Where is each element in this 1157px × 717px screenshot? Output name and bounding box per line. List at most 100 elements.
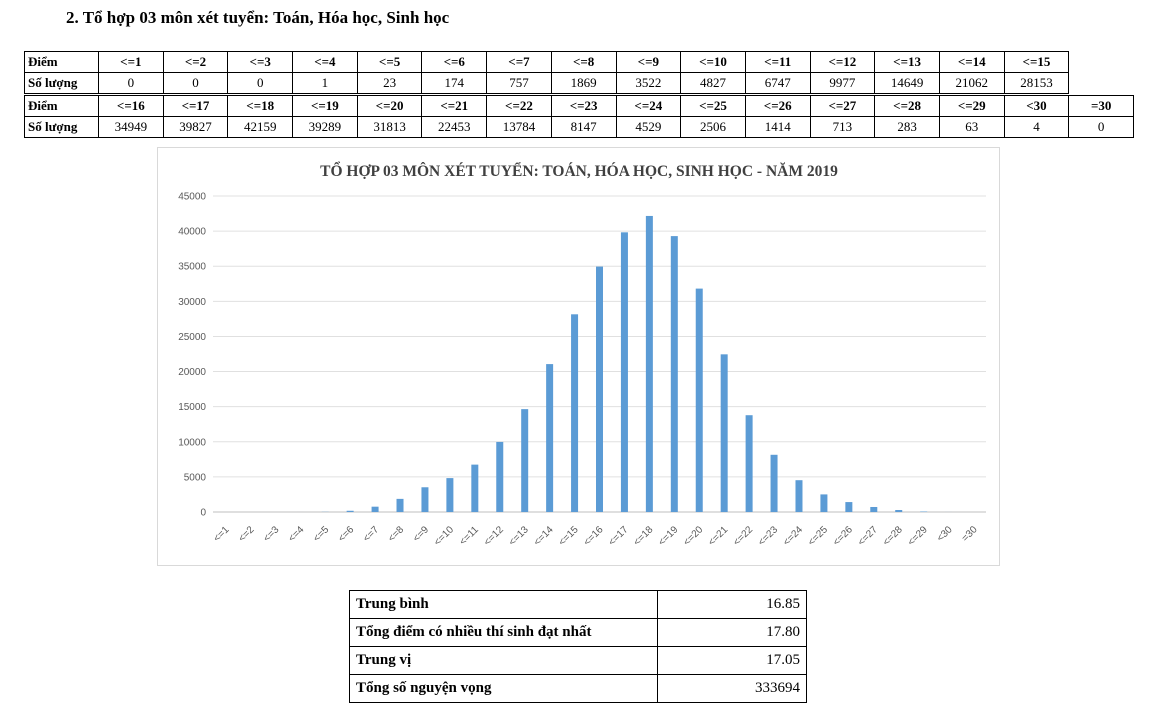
x-tick-label: <=29 <box>906 524 930 548</box>
count-cell: 0 <box>162 72 229 94</box>
y-tick-label: 45000 <box>178 192 206 203</box>
score-cell: <=24 <box>615 95 682 117</box>
stats-label: Tổng số nguyện vọng <box>349 674 658 703</box>
row-label-count: Số lượng <box>24 116 99 138</box>
stats-label: Tổng điểm có nhiều thí sinh đạt nhất <box>349 618 658 647</box>
y-tick-label: 0 <box>200 508 206 519</box>
count-cell: 22453 <box>421 116 488 138</box>
x-tick-label: <=15 <box>557 524 581 548</box>
score-row: Điểm <=1 <=2 <=3 <=4 <=5 <=6 <=7 <=8 <=9 <=10 <=11… <box>24 51 1070 73</box>
bar <box>670 236 678 512</box>
score-cell: <=15 <box>1003 51 1070 73</box>
stats-value: 333694 <box>657 674 807 703</box>
score-cell: <=22 <box>486 95 552 117</box>
x-tick-label: <=18 <box>632 524 656 548</box>
score-cell: =30 <box>1068 95 1134 117</box>
score-cell: <=2 <box>162 51 229 73</box>
bar <box>521 409 529 512</box>
count-cell: 4529 <box>615 116 682 138</box>
x-tick-label: <=19 <box>657 524 681 548</box>
score-cell: <=23 <box>550 95 617 117</box>
score-cell: <=13 <box>874 51 940 73</box>
stats-row: Tổng điểm có nhiều thí sinh đạt nhất 17.8… <box>349 618 807 647</box>
score-cell: <=18 <box>227 95 294 117</box>
bar <box>546 364 554 512</box>
statistics-table: Trung bình 16.85 Tổng điểm có nhiều thí si… <box>349 590 807 703</box>
x-tick-label: <=13 <box>507 524 531 548</box>
bar <box>695 288 703 512</box>
score-cell: <=8 <box>550 51 617 73</box>
score-cell: <=26 <box>744 95 811 117</box>
count-cell: 63 <box>938 116 1005 138</box>
stats-row: Trung bình 16.85 <box>349 590 807 619</box>
count-cell: 3522 <box>615 72 682 94</box>
score-cell: <=9 <box>615 51 682 73</box>
x-tick-label: <=14 <box>532 524 556 548</box>
count-cell: 42159 <box>227 116 294 138</box>
bar <box>596 266 603 512</box>
score-cell: <=10 <box>680 51 746 73</box>
x-tick-label: <=21 <box>706 524 730 548</box>
score-cell: <=7 <box>486 51 552 73</box>
stats-value: 16.85 <box>657 590 807 619</box>
count-cell: 2506 <box>680 116 746 138</box>
count-cell: 23 <box>356 72 423 94</box>
stats-row: Tổng số nguyện vọng 333694 <box>349 674 807 703</box>
count-cell: 39289 <box>292 116 358 138</box>
y-tick-label: 25000 <box>178 332 206 343</box>
score-cell: <=17 <box>162 95 229 117</box>
stats-label: Trung vị <box>349 646 658 675</box>
bar <box>795 480 803 512</box>
x-tick-label: <=10 <box>432 524 456 548</box>
count-cell: 39827 <box>162 116 229 138</box>
count-cell: 174 <box>421 72 488 94</box>
count-row: Số lượng 34949 39827 42159 39289 31813 22453 1… <box>24 116 1134 138</box>
stats-label: Trung bình <box>349 590 658 619</box>
y-tick-label: 20000 <box>178 367 206 378</box>
x-tick-label: <=6 <box>336 524 356 544</box>
count-cell: 757 <box>486 72 552 94</box>
x-tick-label: <=11 <box>458 524 482 548</box>
y-tick-label: 15000 <box>178 402 206 413</box>
count-cell: 34949 <box>98 116 164 138</box>
x-tick-label: <30 <box>935 524 955 544</box>
score-cell: <=20 <box>356 95 423 117</box>
score-cell: <=6 <box>421 51 488 73</box>
count-cell: 0 <box>1068 116 1134 138</box>
score-cell: <=1 <box>98 51 164 73</box>
score-cell: <=14 <box>938 51 1005 73</box>
x-tick-label: <=8 <box>386 524 406 544</box>
score-cell: <=21 <box>421 95 488 117</box>
score-cell: <=25 <box>680 95 746 117</box>
bar <box>371 506 379 512</box>
bar <box>396 498 404 512</box>
count-cell: 4 <box>1003 116 1070 138</box>
x-tick-label: <=22 <box>731 524 755 548</box>
score-cell: <=28 <box>874 95 940 117</box>
count-cell: 21062 <box>938 72 1005 94</box>
count-cell: 713 <box>809 116 876 138</box>
bar <box>471 464 479 512</box>
x-tick-label: <=1 <box>212 524 232 544</box>
count-cell: 9977 <box>809 72 876 94</box>
x-tick-label: <=26 <box>831 524 855 548</box>
y-tick-label: 40000 <box>178 227 206 238</box>
x-tick-label: <=23 <box>756 524 780 548</box>
x-tick-label: <=25 <box>806 524 830 548</box>
x-tick-label: <=17 <box>607 524 631 548</box>
x-tick-label: <=28 <box>881 524 905 548</box>
bar <box>870 506 878 512</box>
chart-container: TỔ HỢP 03 MÔN XÉT TUYỂN: TOÁN, HÓA HỌC, … <box>157 147 1000 566</box>
count-cell: 1 <box>292 72 358 94</box>
bar <box>421 487 429 512</box>
count-cell: 28153 <box>1003 72 1070 94</box>
x-tick-label: =30 <box>960 524 980 544</box>
count-cell: 8147 <box>550 116 617 138</box>
score-cell: <=4 <box>292 51 358 73</box>
score-cell: <=29 <box>938 95 1005 117</box>
y-tick-label: 10000 <box>178 437 206 448</box>
score-distribution-table-part1: Điểm <=1 <=2 <=3 <=4 <=5 <=6 <=7 <=8 <=9 <=10 <=11… <box>24 51 1070 94</box>
count-cell: 31813 <box>356 116 423 138</box>
bar <box>745 415 753 512</box>
x-tick-label: <=9 <box>411 524 431 544</box>
